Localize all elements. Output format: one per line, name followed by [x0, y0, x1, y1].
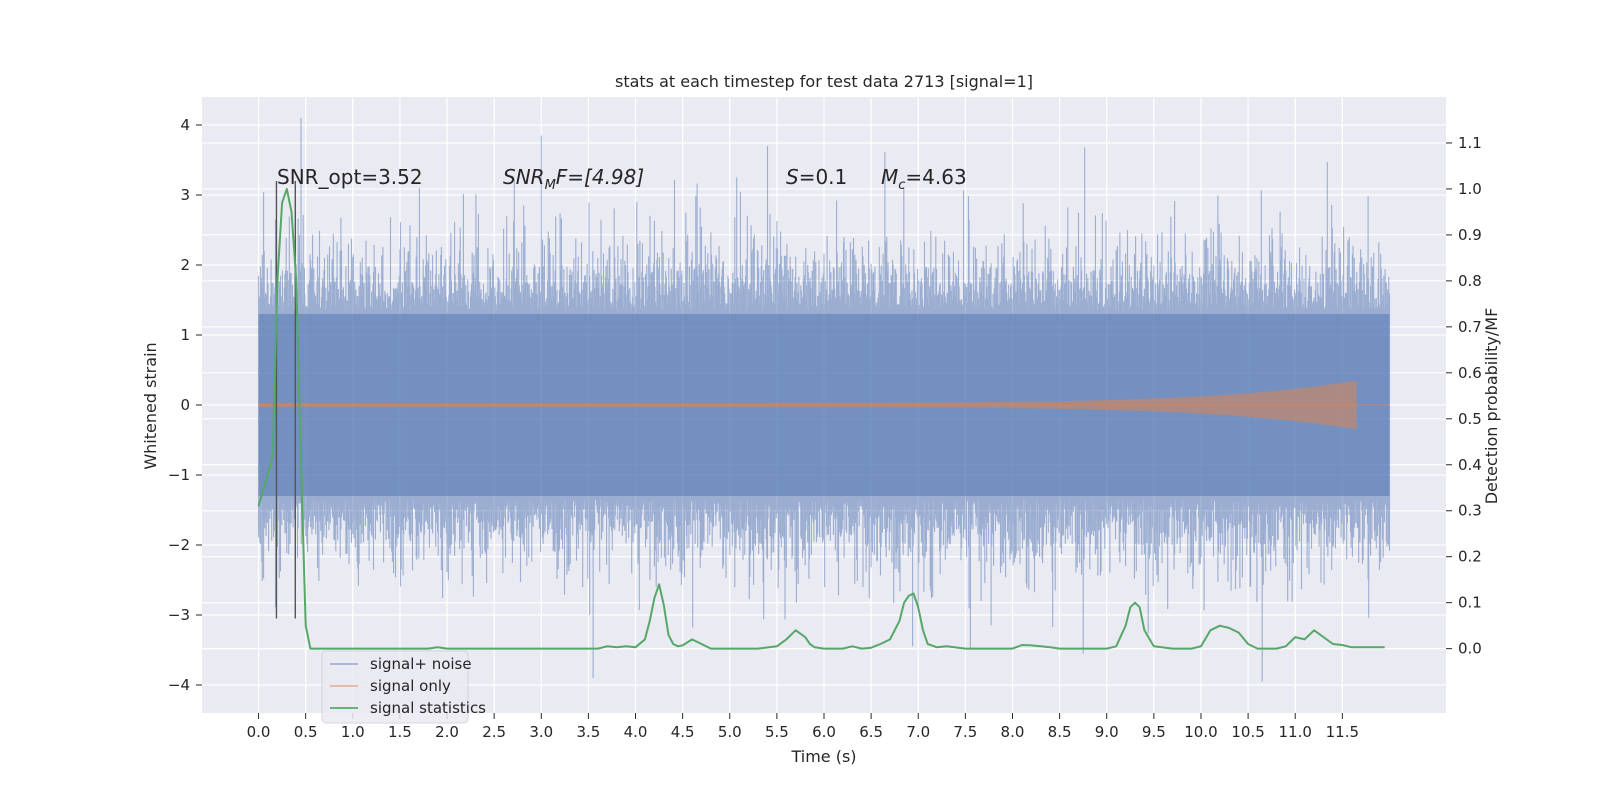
x-axis-label: Time (s) — [790, 747, 856, 766]
y2-tick-label: 0.7 — [1458, 318, 1482, 336]
x-tick-label: 4.5 — [671, 723, 695, 741]
annotation-snr-mf: SNRMF=[4.98] — [503, 165, 644, 193]
x-tick-label: 2.0 — [435, 723, 459, 741]
x-tick-label: 10.0 — [1184, 723, 1217, 741]
y2-tick-label: 0.4 — [1458, 456, 1482, 474]
annotation-snr-opt: SNR_opt=3.52 — [277, 165, 423, 189]
y-tick-label: 0 — [180, 396, 190, 414]
annotation-snr-mf-label: SNR — [503, 165, 545, 189]
x-tick-label: 3.0 — [529, 723, 553, 741]
y2-tick-label: 0.2 — [1458, 548, 1482, 566]
series-signal-only — [258, 380, 1390, 430]
y-tick-label: −4 — [168, 676, 190, 694]
x-axis-ticks: 0.0 0.5 1.0 1.5 2.0 2.5 3.0 3.5 4.0 4.5 5.0 5.5 6.0 6… — [247, 713, 1359, 741]
legend-label-signal-noise: signal+ noise — [370, 655, 472, 673]
y-tick-label: −1 — [168, 466, 190, 484]
x-tick-label: 11.5 — [1326, 723, 1359, 741]
y-tick-label: 2 — [180, 256, 190, 274]
x-tick-label: 8.0 — [1001, 723, 1025, 741]
y2-tick-label: 0.6 — [1458, 364, 1482, 382]
y-tick-label: 1 — [180, 326, 190, 344]
y2-tick-label: 0.5 — [1458, 410, 1482, 428]
x-tick-label: 8.5 — [1048, 723, 1072, 741]
annotation-s: S=0.1 — [786, 165, 847, 189]
y2-tick-label: 1.1 — [1458, 134, 1482, 152]
series-signal-statistics — [257, 187, 1385, 650]
y2-tick-label: 0.8 — [1458, 272, 1482, 290]
y-tick-label: 3 — [180, 186, 190, 204]
x-tick-label: 5.5 — [765, 723, 789, 741]
legend-label-signal-statistics: signal statistics — [370, 699, 486, 717]
annotation-mc: Mc=4.63 — [881, 165, 967, 193]
y2-tick-label: 0.3 — [1458, 502, 1482, 520]
y2-tick-label: 1.0 — [1458, 180, 1482, 198]
x-tick-label: 10.5 — [1231, 723, 1264, 741]
x-tick-label: 2.5 — [482, 723, 506, 741]
y2-axis-label: Detection probability/MF — [1482, 308, 1501, 505]
stats-line — [257, 187, 1385, 650]
y2-tick-label: 0.1 — [1458, 594, 1482, 612]
x-tick-label: 9.0 — [1095, 723, 1119, 741]
x-tick-label: 4.0 — [624, 723, 648, 741]
x-tick-label: 9.5 — [1142, 723, 1166, 741]
legend: signal+ noise signal only signal statist… — [321, 650, 486, 724]
y-tick-label: 4 — [180, 116, 190, 134]
x-tick-label: 1.0 — [341, 723, 365, 741]
x-tick-label: 0.0 — [247, 723, 271, 741]
annotation-s-label: S — [786, 165, 799, 189]
annotation-mc-label: M — [881, 165, 898, 189]
x-tick-label: 7.0 — [906, 723, 930, 741]
y-axis-ticks: −4 −3 −2 −1 0 1 2 3 4 — [168, 116, 202, 694]
y2-tick-label: 0.9 — [1458, 226, 1482, 244]
y2-axis-ticks: 0.0 0.1 0.2 0.3 0.4 0.5 0.6 0.7 0.8 0.9 1.0 1.1 — [1446, 134, 1482, 658]
annotation-snr-mf-sub: M — [545, 178, 556, 193]
y-tick-label: −3 — [168, 606, 190, 624]
x-tick-label: 11.0 — [1279, 723, 1312, 741]
x-tick-label: 0.5 — [294, 723, 318, 741]
chart-title: stats at each timestep for test data 271… — [615, 72, 1033, 91]
legend-label-signal-only: signal only — [370, 677, 451, 695]
x-tick-label: 6.0 — [812, 723, 836, 741]
x-tick-label: 6.5 — [859, 723, 883, 741]
y-tick-label: −2 — [168, 536, 190, 554]
y-axis-label: Whitened strain — [141, 342, 160, 469]
x-tick-label: 5.0 — [718, 723, 742, 741]
annotation-s-value: =0.1 — [799, 165, 848, 189]
annotation-mc-sub: c — [898, 178, 905, 193]
legend-box — [321, 650, 469, 724]
annotation-mc-value: =4.63 — [905, 165, 966, 189]
annotation-snr-mf-tail: F=[4.98] — [556, 165, 644, 189]
y2-tick-label: 0.0 — [1458, 640, 1482, 658]
x-tick-label: 1.5 — [388, 723, 412, 741]
x-tick-label: 7.5 — [953, 723, 977, 741]
x-tick-label: 3.5 — [576, 723, 600, 741]
